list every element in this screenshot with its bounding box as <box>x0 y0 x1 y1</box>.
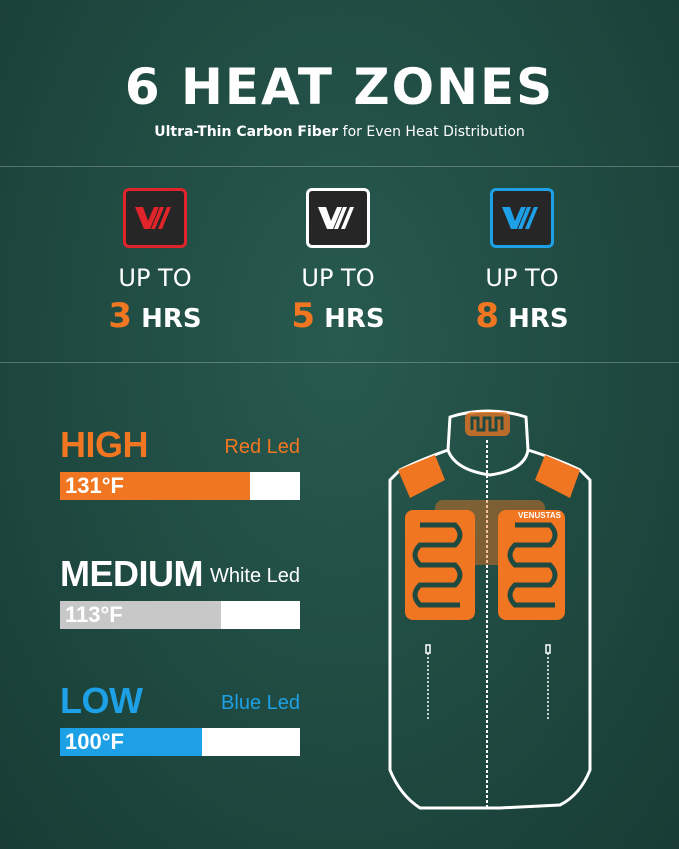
heat-level-name: LOW <box>60 680 143 721</box>
runtime-hours: 3 HRS <box>55 296 255 336</box>
hours-unit: HRS <box>141 304 202 334</box>
heat-level-name: HIGH <box>60 424 149 465</box>
page-title: 6 HEAT ZONES <box>124 58 555 116</box>
runtime-hours: 8 HRS <box>422 296 622 336</box>
hours-value: 3 <box>108 296 133 336</box>
led-label: Red Led <box>224 436 300 458</box>
brand-v-icon <box>502 207 538 229</box>
led-button-icon <box>490 188 554 248</box>
hours-unit: HRS <box>324 304 385 334</box>
divider <box>0 166 679 167</box>
temperature-fill: 100°F <box>60 728 202 756</box>
runtime-hours: 5 HRS <box>238 296 438 336</box>
hours-value: 5 <box>291 296 316 336</box>
subtitle-rest: for Even Heat Distribution <box>338 124 525 140</box>
runtime-mode: UP TO 5 HRS <box>238 188 438 336</box>
led-label: White Led <box>209 565 300 587</box>
temperature-bar: 131°F <box>60 472 300 500</box>
led-button-icon <box>123 188 187 248</box>
runtime-mode: UP TO 8 HRS <box>422 188 622 336</box>
heat-level-name: MEDIUM <box>60 553 204 594</box>
temperature-bar: 100°F <box>60 728 300 756</box>
subtitle-bold: Ultra-Thin Carbon Fiber <box>154 124 339 140</box>
subtitle: Ultra-Thin Carbon Fiber for Even Heat Di… <box>0 124 679 140</box>
temperature-fill: 113°F <box>60 601 221 629</box>
hours-value: 8 <box>475 296 500 336</box>
led-button-icon <box>306 188 370 248</box>
up-to-label: UP TO <box>485 264 559 292</box>
divider <box>0 362 679 363</box>
brand-v-icon <box>318 207 354 229</box>
runtime-mode: UP TO 3 HRS <box>55 188 255 336</box>
up-to-label: UP TO <box>301 264 375 292</box>
heated-vest-illustration: VENUSTAS <box>388 409 592 810</box>
led-label: Blue Led <box>221 692 300 714</box>
temperature-fill: 131°F <box>60 472 250 500</box>
temperature-bar: 113°F <box>60 601 300 629</box>
brand-v-icon <box>135 207 171 229</box>
up-to-label: UP TO <box>118 264 192 292</box>
hours-unit: HRS <box>508 304 569 334</box>
brand-logo: VENUSTAS <box>518 511 562 520</box>
